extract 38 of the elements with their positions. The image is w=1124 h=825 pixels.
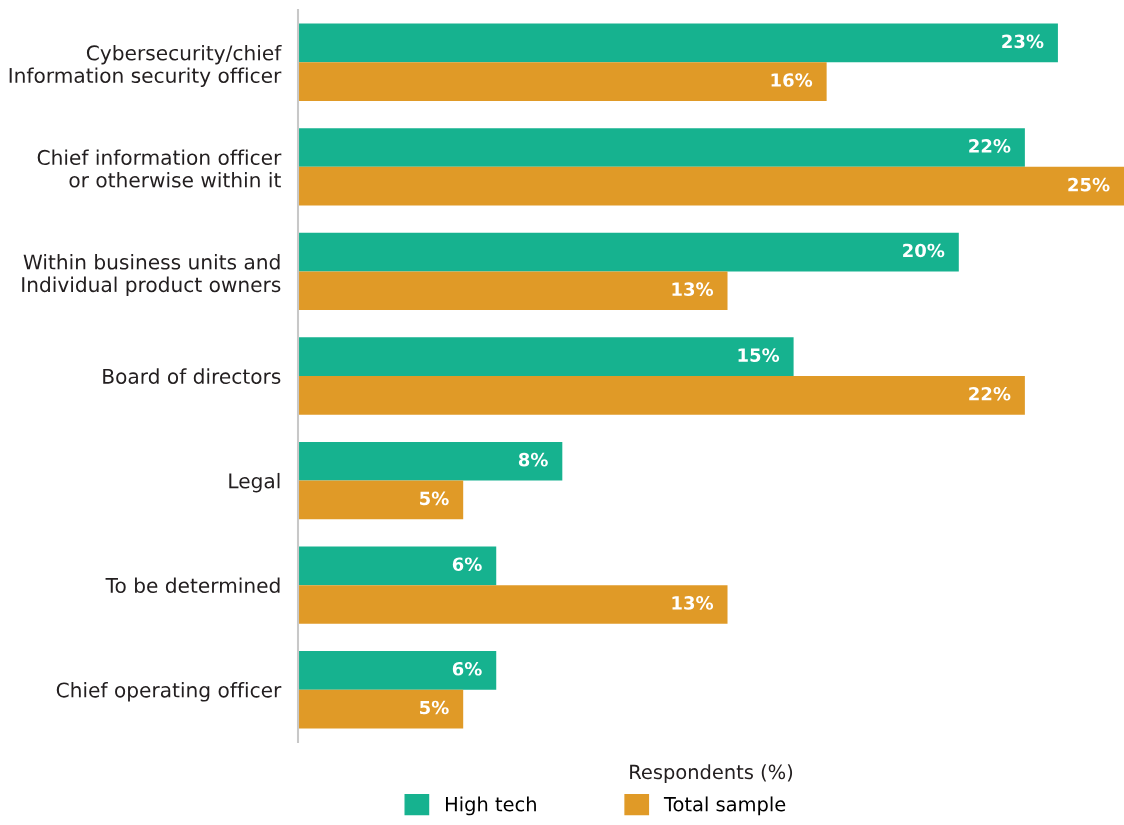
legend-label: High tech	[446, 796, 536, 816]
data-label: 13%	[672, 282, 714, 297]
bar	[298, 337, 794, 376]
data-label: 8%	[518, 452, 548, 467]
bar	[298, 271, 728, 311]
data-label: 16%	[771, 73, 813, 87]
bar	[298, 62, 827, 101]
y-tick-label: Cybersecurity/chief Information security officer	[9, 44, 282, 87]
data-label: 5%	[420, 700, 449, 715]
y-tick-label: Board of directors	[103, 368, 281, 384]
bar	[298, 651, 497, 690]
bar	[298, 376, 1025, 415]
bar	[298, 128, 1025, 167]
data-label: 6%	[452, 557, 482, 572]
x-axis-title: Respondents (%)	[630, 764, 793, 784]
bar	[298, 480, 464, 520]
data-label: 15%	[738, 348, 780, 362]
data-label: 23%	[1002, 34, 1044, 49]
y-tick-label: Within business units and Individual product owners	[22, 254, 281, 297]
y-tick-label: Chief operating officer	[56, 682, 282, 702]
bar	[298, 441, 563, 481]
data-label: 20%	[903, 243, 945, 258]
legend-label: Total sample	[663, 796, 786, 816]
y-tick-label: Chief information officer or otherwise within it	[37, 149, 282, 188]
bar	[298, 585, 728, 624]
bar	[298, 232, 959, 272]
data-label: 25%	[1068, 177, 1110, 192]
bar	[298, 166, 1124, 206]
data-label: 6%	[452, 661, 482, 676]
data-label: 13%	[672, 596, 714, 610]
y-tick-label: To be determined	[105, 577, 280, 594]
data-label: 22%	[969, 139, 1011, 153]
data-label: 5%	[420, 491, 449, 506]
y-tick-label: Legal	[229, 472, 280, 493]
bar	[298, 546, 497, 586]
data-label: 22%	[969, 386, 1011, 401]
bar	[298, 23, 1058, 63]
bar	[298, 689, 464, 729]
